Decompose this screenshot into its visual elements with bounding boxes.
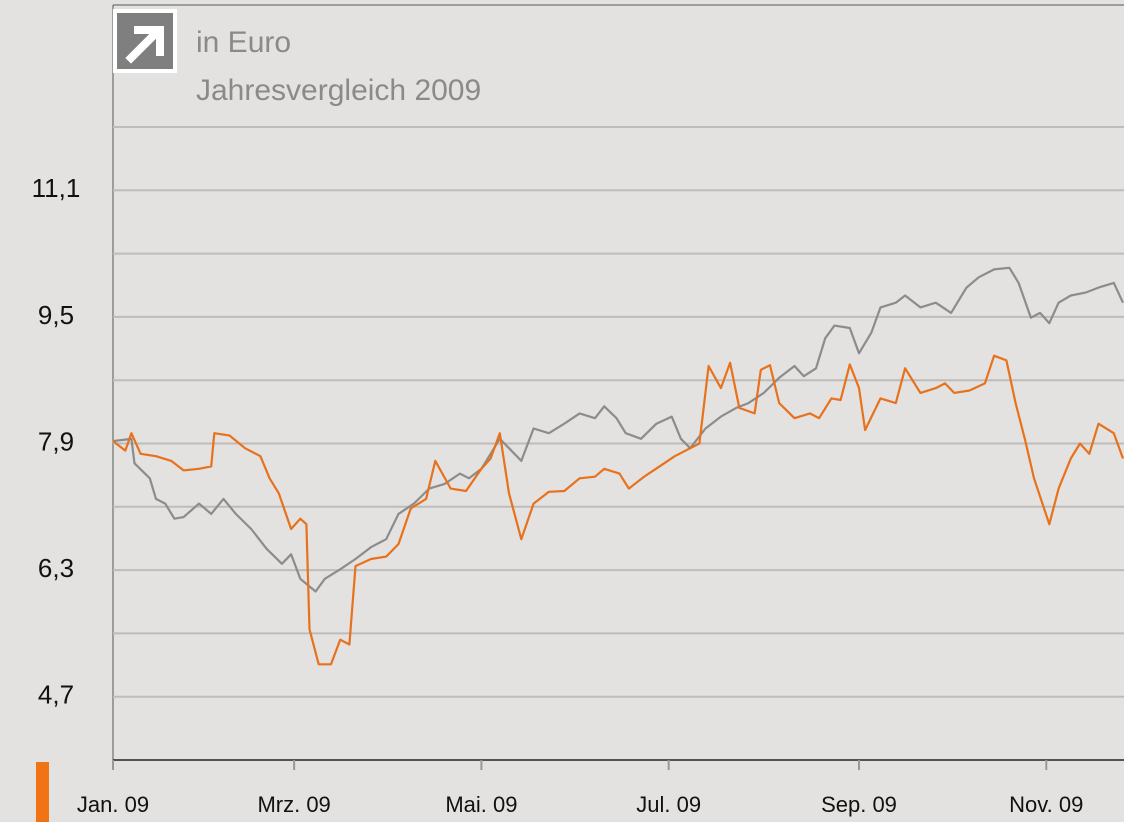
- x-tick-label: Sep. 09: [821, 792, 897, 817]
- x-tick-label: Jul. 09: [636, 792, 701, 817]
- y-tick-label: 7,9: [38, 426, 74, 456]
- icon-arrow: [125, 26, 164, 64]
- x-tick-label: Mai. 09: [445, 792, 517, 817]
- chart-subtitle: Jahresvergleich 2009: [196, 74, 481, 107]
- x-tick-label: Jan. 09: [77, 792, 149, 817]
- icon: [113, 9, 177, 73]
- series-line: [112, 266, 1124, 593]
- chart-title: in Euro: [196, 26, 291, 59]
- x-tick-label: Mrz. 09: [257, 792, 330, 817]
- accent-bar: [36, 762, 49, 822]
- y-tick-label: 11,1: [32, 173, 81, 203]
- y-tick-label: 9,5: [38, 300, 74, 330]
- grid: [113, 126, 1124, 698]
- series-line: [112, 354, 1124, 666]
- x-tick-label: Nov. 09: [1009, 792, 1083, 817]
- y-tick-label: 4,7: [38, 680, 74, 710]
- y-tick-label: 6,3: [38, 553, 74, 583]
- lines: [112, 266, 1124, 666]
